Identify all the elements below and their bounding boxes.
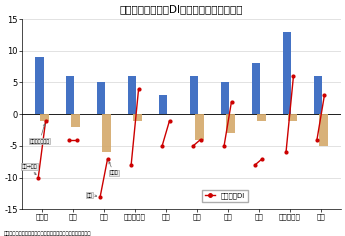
Bar	[319, 114, 328, 146]
Bar	[252, 63, 260, 114]
Bar	[66, 76, 75, 114]
Bar	[226, 114, 235, 133]
Bar	[190, 76, 198, 114]
Bar	[257, 114, 266, 121]
Bar	[35, 57, 43, 114]
Text: 前回→今回: 前回→今回	[22, 164, 38, 175]
Text: 先行き: 先行き	[109, 162, 118, 175]
Bar	[159, 95, 167, 114]
Bar	[102, 114, 111, 152]
Text: （資料）日本銀行各支店公表資料よりニッセイ基礎研究所作成: （資料）日本銀行各支店公表資料よりニッセイ基礎研究所作成	[3, 231, 91, 236]
Bar	[128, 76, 136, 114]
Bar	[314, 76, 322, 114]
Bar	[283, 32, 291, 114]
Bar	[195, 114, 204, 139]
Bar	[133, 114, 142, 121]
Bar	[288, 114, 297, 121]
Bar	[40, 114, 49, 121]
Bar	[71, 114, 80, 127]
Bar	[221, 83, 229, 114]
Bar	[97, 83, 106, 114]
Text: 今回より先行き: 今回より先行き	[30, 124, 50, 144]
Text: 前回: 前回	[87, 193, 97, 198]
Legend: 業況判断DI: 業況判断DI	[202, 190, 248, 202]
Title: 地域別の業況判断DIと変化幅（非製造業）: 地域別の業況判断DIと変化幅（非製造業）	[120, 4, 243, 14]
